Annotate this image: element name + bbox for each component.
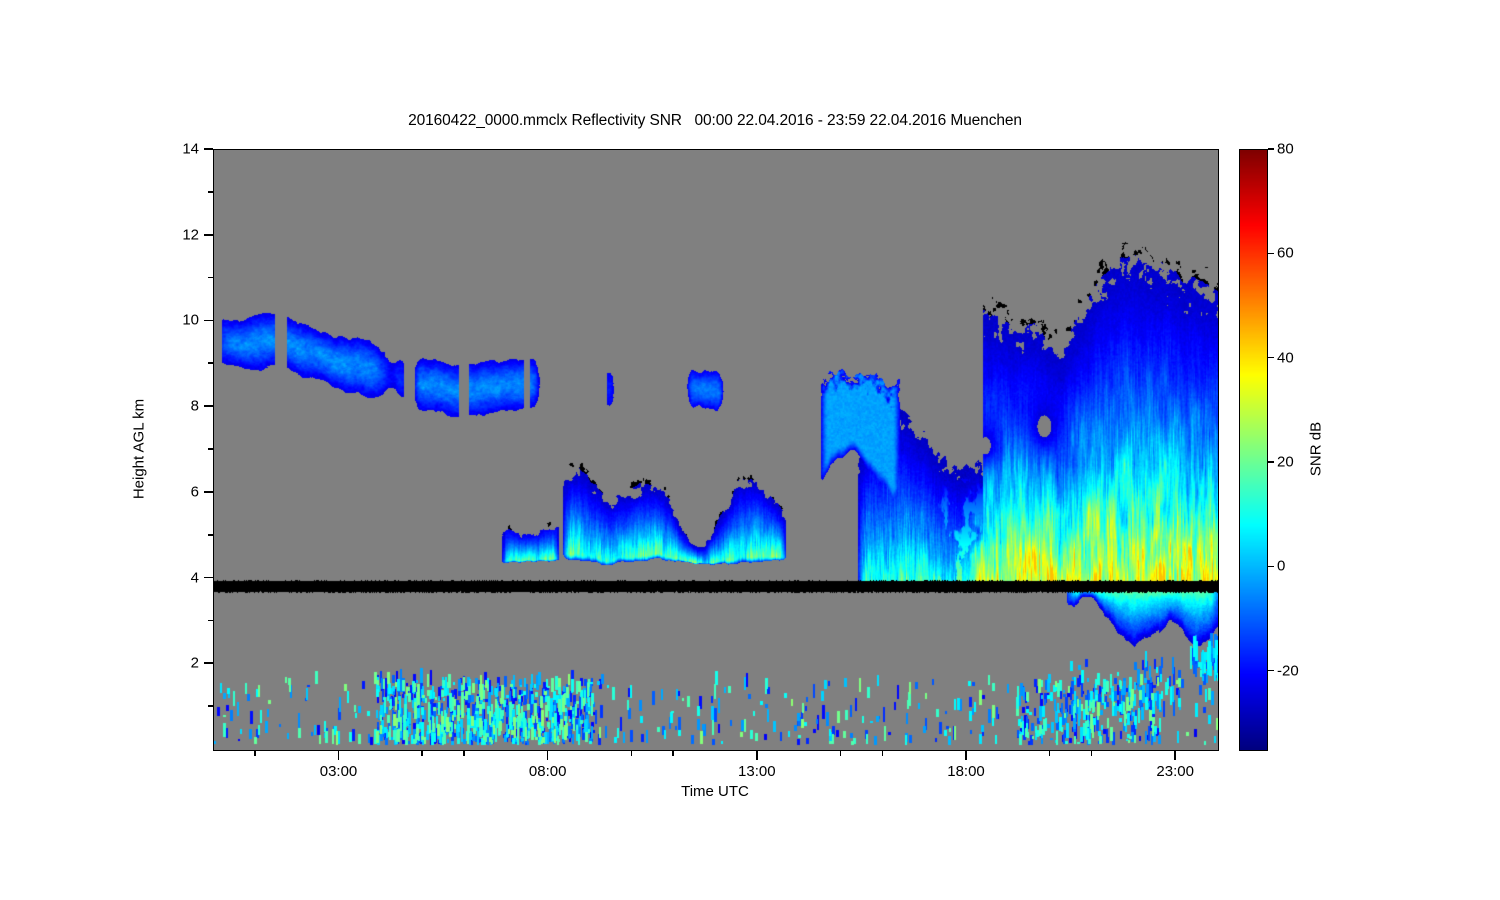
- colorbar-tick-label: 60: [1277, 244, 1294, 262]
- y-axis-tick-label: 6: [190, 483, 199, 501]
- x-axis-minor-tick: [672, 750, 674, 756]
- colorbar-tick: [1267, 461, 1274, 463]
- y-axis-tick: [204, 319, 213, 322]
- y-axis-tick-label: 12: [182, 226, 199, 244]
- x-axis-minor-tick: [421, 750, 423, 756]
- x-axis-minor-tick: [881, 750, 884, 756]
- y-axis-minor-tick: [208, 191, 213, 193]
- x-axis-tick: [965, 750, 967, 760]
- y-axis-tick-label: 8: [190, 397, 199, 415]
- y-axis-minor-tick: [208, 448, 213, 450]
- x-axis-minor-tick: [1090, 750, 1093, 756]
- x-axis-tick: [1174, 750, 1176, 760]
- x-axis-tick: [546, 750, 549, 760]
- reflectivity-heatmap: [214, 150, 1218, 750]
- x-axis-minor-tick: [254, 750, 256, 756]
- x-axis-tick-label: 08:00: [528, 763, 567, 780]
- x-axis-tick-label: 03:00: [319, 763, 358, 780]
- x-axis-tick-label: 18:00: [947, 763, 985, 780]
- y-axis-minor-tick: [208, 362, 213, 365]
- x-axis-tick: [756, 750, 758, 760]
- plot-area: [213, 149, 1219, 751]
- x-axis-minor-tick: [839, 750, 842, 756]
- x-axis-tick: [337, 750, 340, 760]
- x-axis-minor-tick: [1048, 750, 1051, 756]
- y-axis-tick-label: 2: [190, 654, 199, 672]
- y-axis-minor-tick: [208, 619, 213, 622]
- y-axis-label: Height AGL km: [130, 398, 148, 500]
- y-axis-tick: [204, 233, 213, 236]
- colorbar-tick: [1267, 669, 1274, 672]
- y-axis-minor-tick: [208, 705, 213, 707]
- colorbar-tick-label: 20: [1277, 453, 1294, 471]
- x-axis-minor-tick: [463, 750, 465, 756]
- colorbar-tick-label: 0: [1277, 557, 1286, 575]
- colorbar: [1239, 149, 1268, 751]
- y-axis-tick-label: 14: [182, 140, 199, 158]
- x-axis-tick-label: 13:00: [738, 763, 776, 780]
- y-axis-tick: [204, 662, 213, 665]
- x-axis-minor-tick: [630, 750, 633, 756]
- x-axis-label: Time UTC: [681, 783, 749, 800]
- y-axis-tick-label: 4: [190, 569, 199, 587]
- colorbar-tick: [1267, 356, 1274, 359]
- y-axis-minor-tick: [208, 276, 213, 279]
- y-axis-tick: [204, 405, 213, 407]
- colorbar-tick: [1267, 252, 1274, 255]
- y-axis-tick: [204, 491, 213, 493]
- colorbar-tick: [1267, 565, 1274, 568]
- x-axis-tick-label: 23:00: [1156, 763, 1194, 780]
- colorbar-tick-label: -20: [1277, 662, 1299, 680]
- colorbar-tick-label: 40: [1277, 349, 1294, 367]
- colorbar-gradient: [1240, 150, 1267, 750]
- colorbar-label: SNR dB: [1307, 421, 1325, 477]
- colorbar-tick: [1267, 148, 1274, 150]
- y-axis-tick: [204, 148, 213, 150]
- page-title: 20160422_0000.mmclx Reflectivity SNR 00:…: [408, 112, 1022, 129]
- y-axis-tick-label: 10: [182, 311, 199, 329]
- y-axis-minor-tick: [208, 533, 213, 536]
- colorbar-tick-label: 80: [1277, 140, 1294, 158]
- y-axis-tick: [204, 576, 213, 579]
